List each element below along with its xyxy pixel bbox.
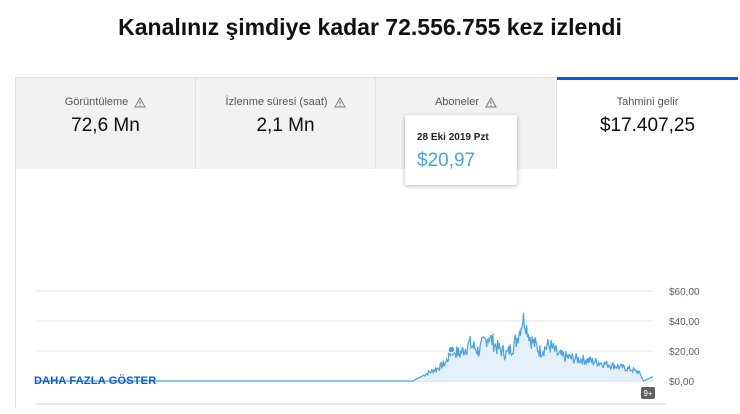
warning-icon: [134, 96, 147, 107]
tab-revenue-label: Tahmini gelir: [616, 96, 679, 108]
chart-tooltip: 28 Eki 2019 Pzt $20,97: [405, 115, 517, 185]
show-more-link[interactable]: DAHA FAZLA GÖSTER: [34, 375, 157, 387]
series-line: [36, 312, 654, 382]
badge-text: 9+: [643, 389, 652, 398]
tab-estimated-revenue[interactable]: Tahmini gelir $17.407,25: [557, 77, 738, 169]
tab-subscribers-label: Aboneler: [434, 96, 480, 108]
tab-revenue-value: $17.407,25: [599, 115, 696, 136]
tab-views-label: Görüntüleme: [64, 96, 129, 108]
y-tick-label: $60,00: [669, 287, 700, 298]
tab-views-value: 72,6 Mn: [71, 115, 140, 136]
badge-bg: [641, 387, 655, 399]
y-tick-label: $0,00: [669, 377, 694, 388]
tab-watch-time-value: 2,1 Mn: [256, 115, 315, 136]
tooltip-date: 28 Eki 2019 Pzt: [417, 132, 489, 143]
warning-icon: [485, 96, 497, 107]
highlight-point: [447, 345, 456, 354]
y-tick-label: $20,00: [669, 347, 700, 358]
tab-watch-time-label: İzlenme süresi (saat): [225, 96, 328, 108]
analytics-card: Görüntüleme 72,6 Mn İzlenme süresi (saat…: [15, 77, 738, 408]
chart-svg: $60,00$40,00$20,00$0,0012 Eyl 20...15 Ağ…: [36, 287, 700, 405]
tab-watch-time[interactable]: İzlenme süresi (saat) 2,1 Mn: [196, 78, 376, 169]
series-area: [36, 312, 653, 381]
warning-icon: [333, 96, 346, 107]
tooltip-value: $20,97: [417, 150, 476, 171]
y-tick-label: $40,00: [669, 317, 700, 328]
tab-views[interactable]: Görüntüleme 72,6 Mn: [16, 78, 196, 169]
page-title: Kanalınız şimdiye kadar 72.556.755 kez i…: [118, 14, 622, 40]
metric-tabs: Görüntüleme 72,6 Mn İzlenme süresi (saat…: [16, 77, 738, 169]
revenue-chart: $60,00$40,00$20,00$0,0012 Eyl 20...15 Ağ…: [16, 169, 738, 409]
